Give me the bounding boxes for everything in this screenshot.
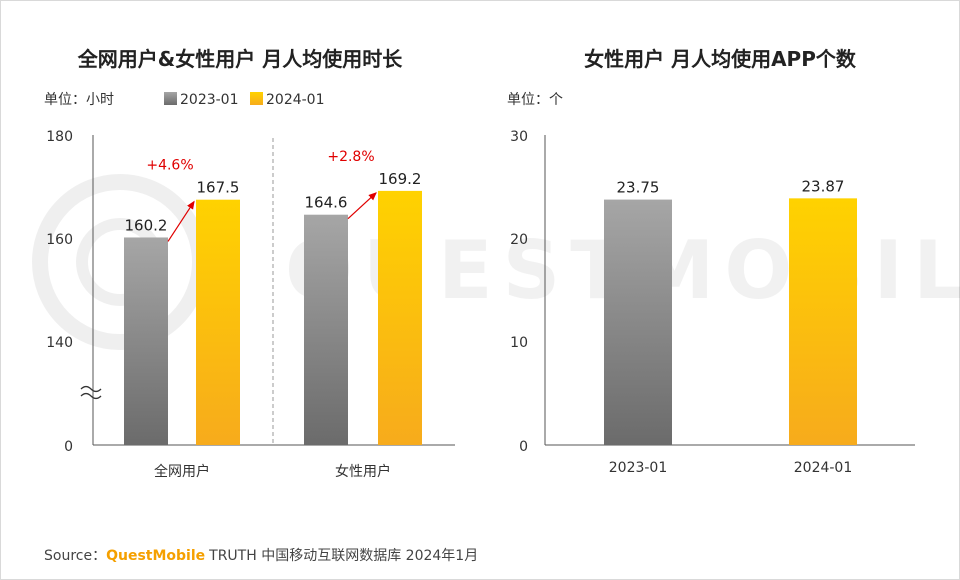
left-bars: 160.2 167.5+4.6% 164.6 169.2 +2.8% [124,149,422,445]
bar-left-0-0 [124,237,168,445]
left-y-tick-label: 160 [46,232,73,248]
bar-value-label: 167.5 [197,179,240,197]
legend-swatch-2024 [250,92,263,105]
footer-source-label: Source： [44,548,106,564]
right-chart: 女性用户 月人均使用APP个数 单位：个 30 20 10 0 2023-01 … [507,47,915,476]
footer-source: Source：QuestMobile TRUTH 中国移动互联网数据库 2024年… [44,548,478,564]
bar-left-1-0 [304,214,348,445]
bar-value-label: 160.2 [125,216,168,234]
bar-value-label: 23.75 [617,179,660,197]
change-percent-label: +2.8% [327,149,374,165]
change-percent-label: +4.6% [146,158,193,174]
bar-right-1 [789,198,857,445]
left-y-tick-label: 140 [46,335,73,351]
footer-source-text: TRUTH 中国移动互联网数据库 2024年1月 [208,548,478,564]
right-y-tick-label: 10 [510,335,528,351]
left-chart: 全网用户&女性用户 月人均使用时长 单位：小时 2023-01 2024-01 … [44,47,455,480]
right-y-tick-label: 0 [519,439,528,455]
right-chart-title: 女性用户 月人均使用APP个数 [584,47,857,71]
change-arrow [167,200,195,242]
change-arrow [347,192,377,220]
left-unit-label: 单位：小时 [44,92,114,108]
left-category-label: 全网用户 [154,463,210,480]
right-category-label: 2023-01 [609,460,668,476]
right-y-tick-label: 20 [510,232,528,248]
bar-left-0-1 [196,199,240,445]
bar-value-label: 23.87 [802,177,845,195]
bar-left-1-1 [378,190,422,445]
bar-value-label: 164.6 [305,194,348,212]
left-category-label: 女性用户 [335,463,391,480]
legend-swatch-2023 [164,92,177,105]
axis-break-icon [80,385,102,400]
right-y-tick-label: 30 [510,129,528,145]
bar-value-label: 169.2 [379,170,422,188]
right-category-label: 2024-01 [794,460,853,476]
left-y-tick-label: 0 [64,439,73,455]
left-y-tick-label: 180 [46,129,73,145]
watermark-logo [32,174,208,350]
legend-label-2024: 2024-01 [266,92,325,108]
footer-brand: QuestMobile [106,548,205,564]
legend-label-2023: 2023-01 [180,92,239,108]
left-chart-title: 全网用户&女性用户 月人均使用时长 [77,47,403,71]
right-bars: 23.75 23.87 [604,177,857,445]
bar-right-0 [604,199,672,445]
right-unit-label: 单位：个 [507,92,563,108]
